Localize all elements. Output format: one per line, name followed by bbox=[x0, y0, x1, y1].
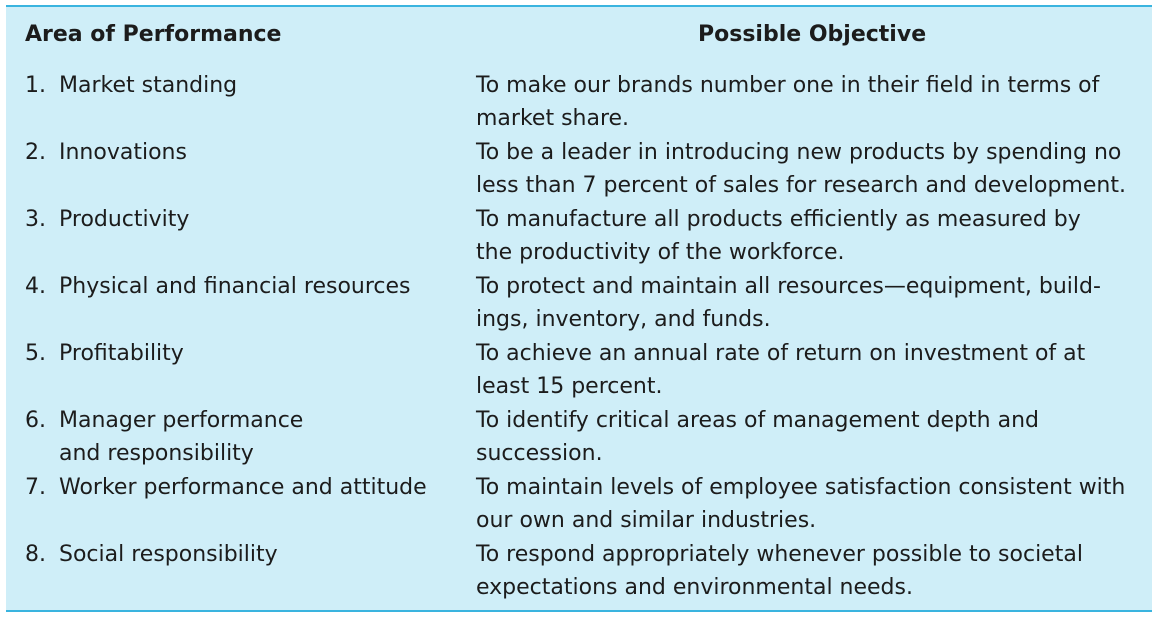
objective-cell: To achieve an annual rate of return on i… bbox=[476, 341, 1086, 399]
row-number: 5. bbox=[25, 341, 46, 366]
performance-objectives-table: Area of Performance Possible Objective 1… bbox=[6, 5, 1152, 612]
objective-cell: To manufacture all products efficiently … bbox=[476, 207, 1081, 265]
table-row: 7. Worker performance and attitude To ma… bbox=[6, 471, 1152, 538]
possible-objective-header: Possible Objective bbox=[698, 22, 927, 47]
row-number: 6. bbox=[25, 408, 46, 433]
row-number: 3. bbox=[25, 207, 46, 232]
area-cell: Worker performance and attitude bbox=[59, 475, 427, 500]
area-cell: Profitability bbox=[59, 341, 184, 366]
area-cell: Innovations bbox=[59, 140, 187, 165]
table-body: 1. Market standing To make our brands nu… bbox=[6, 69, 1152, 605]
area-of-performance-header: Area of Performance bbox=[25, 22, 282, 47]
objective-cell: To maintain levels of employee satisfact… bbox=[476, 475, 1126, 533]
table-row: 2. Innovations To be a leader in introdu… bbox=[6, 136, 1152, 203]
area-cell: Manager performance and responsibility bbox=[59, 408, 304, 466]
table-row: 5. Profitability To achieve an annual ra… bbox=[6, 337, 1152, 404]
table-row: 3. Productivity To manufacture all produ… bbox=[6, 203, 1152, 270]
objective-cell: To make our brands number one in their f… bbox=[476, 73, 1100, 131]
table-row: 4. Physical and financial resources To p… bbox=[6, 270, 1152, 337]
area-cell: Physical and financial resources bbox=[59, 274, 411, 299]
row-number: 2. bbox=[25, 140, 46, 165]
area-cell: Market standing bbox=[59, 73, 238, 98]
objective-cell: To identify critical areas of management… bbox=[476, 408, 1039, 466]
row-number: 8. bbox=[25, 542, 46, 567]
table-row: 1. Market standing To make our brands nu… bbox=[6, 69, 1152, 136]
objective-cell: To protect and maintain all resources—eq… bbox=[476, 274, 1101, 332]
row-number: 4. bbox=[25, 274, 46, 299]
table-row: 8. Social responsibility To respond appr… bbox=[6, 538, 1152, 605]
area-cell: Productivity bbox=[59, 207, 190, 232]
row-number: 1. bbox=[25, 73, 46, 98]
objective-cell: To be a leader in introducing new produc… bbox=[476, 140, 1126, 198]
row-number: 7. bbox=[25, 475, 46, 500]
table-header-row: Area of Performance Possible Objective bbox=[6, 22, 1152, 52]
area-cell: Social responsibility bbox=[59, 542, 278, 567]
table-row: 6. Manager performance and responsibilit… bbox=[6, 404, 1152, 471]
objective-cell: To respond appropriately whenever possib… bbox=[476, 542, 1083, 600]
